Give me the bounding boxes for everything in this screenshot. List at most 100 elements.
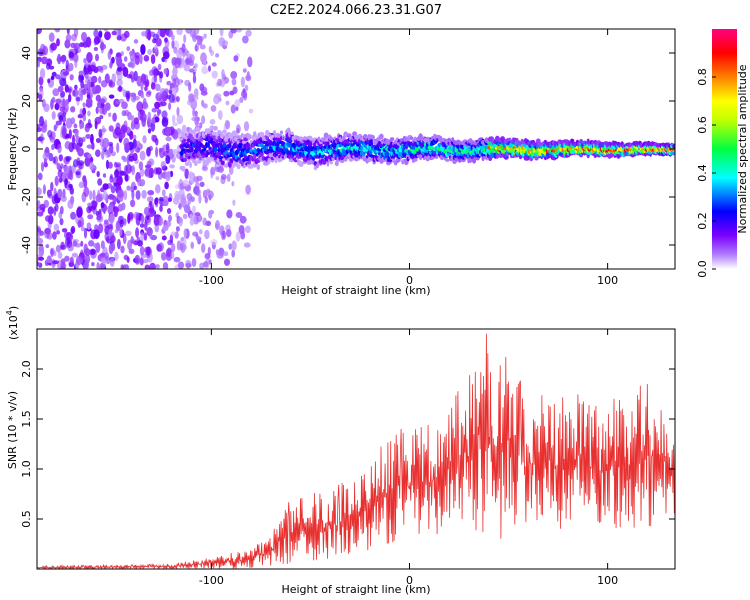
heatmap-noise-cell (41, 56, 48, 65)
heatmap-noise-cell (202, 217, 207, 226)
heatmap-noise-cell (53, 250, 57, 257)
heatmap-noise-cell (45, 244, 50, 249)
heatmap-noise-cell (170, 231, 176, 236)
heatmap-noise-cell (235, 29, 243, 33)
heatmap-noise-cell (99, 115, 104, 120)
heatmap-noise-cell (135, 190, 141, 200)
heatmap-noise-cell (50, 248, 54, 258)
heatmap-noise-cell (172, 114, 176, 124)
heatmap-noise-cell (37, 200, 41, 208)
heatmap-noise-cell (65, 99, 70, 105)
heatmap-noise-cell (145, 91, 152, 98)
heatmap-noise-cell (53, 155, 59, 165)
heatmap-noise-cell (37, 187, 42, 196)
snr-x-axis-title: Height of straight line (km) (281, 583, 430, 596)
heatmap-noise-cell (38, 93, 43, 102)
heatmap-noise-cell (114, 126, 122, 136)
heatmap-noise-cell (206, 188, 211, 193)
heatmap-signal-cell (339, 158, 345, 163)
heatmap-noise-cell (168, 214, 172, 222)
heatmap-noise-cell (132, 134, 137, 140)
snr-x-ticks: -100 0 100 (199, 329, 618, 587)
heatmap-signal-cell (256, 164, 261, 171)
heatmap-noise-cell (203, 61, 207, 66)
heatmap-noise-cell (100, 202, 105, 209)
heatmap-noise-cell (183, 34, 187, 43)
heatmap-noise-cell (59, 244, 67, 250)
heatmap-noise-cell (78, 181, 85, 189)
heatmap-signal-cell (275, 150, 281, 155)
heatmap-noise-cell (197, 238, 202, 245)
heatmap-noise-cell (56, 230, 60, 235)
heatmap-noise-cell (147, 190, 155, 196)
heatmap-noise-cell (174, 193, 182, 201)
heatmap-noise-cell (148, 69, 154, 77)
heatmap-noise-cell (72, 159, 79, 168)
heatmap-noise-cell (50, 181, 54, 192)
heatmap-noise-cell (146, 196, 154, 203)
heatmap-signal-cell (206, 142, 210, 148)
heatmap-noise-cell (107, 161, 113, 169)
heatmap-signal-cell (579, 139, 583, 144)
heatmap-noise-cell (89, 190, 93, 201)
heatmap-signal-cell (248, 163, 254, 169)
heatmap-noise-cell (164, 37, 168, 43)
heatmap-noise-cell (208, 210, 213, 219)
heatmap-noise-cell (178, 202, 182, 210)
heatmap-noise-cell (148, 158, 155, 166)
heatmap-signal-cell (183, 157, 187, 163)
heatmap-noise-cell (98, 76, 102, 84)
heatmap-noise-cell (138, 161, 144, 171)
heatmap-noise-cell (195, 186, 200, 197)
heatmap-noise-cell (93, 47, 98, 51)
heatmap-noise-cell (125, 164, 133, 174)
heatmap-noise-cell (98, 128, 103, 138)
heatmap-noise-cell (187, 199, 192, 206)
heatmap-noise-cell (247, 56, 253, 68)
heatmap-noise-cell (109, 213, 115, 225)
heatmap-noise-cell (122, 66, 129, 77)
heatmap-noise-cell (92, 85, 96, 95)
heatmap-noise-cell (61, 228, 68, 233)
heatmap-noise-cell (159, 147, 165, 159)
heatmap-noise-cell (86, 144, 94, 149)
heatmap-signal-cell (334, 160, 339, 167)
heatmap-noise-cell (242, 35, 249, 44)
heatmap-noise-cell (133, 240, 139, 246)
heatmap-noise-cell (84, 156, 91, 167)
heatmap-noise-cell (245, 184, 251, 195)
heatmap-signal-cell (222, 129, 227, 134)
spectrogram-y-tick-label: -20 (20, 188, 33, 206)
heatmap-noise-cell (130, 199, 136, 208)
heatmap-noise-cell (188, 68, 195, 73)
heatmap-noise-cell (133, 211, 139, 220)
heatmap-noise-cell (202, 261, 209, 268)
snr-y-tick-label: 0.5 (20, 510, 33, 528)
heatmap-noise-cell (224, 258, 230, 266)
heatmap-signal-cell (218, 156, 224, 160)
heatmap-noise-cell (91, 262, 95, 267)
heatmap-noise-cell (161, 189, 166, 197)
heatmap-noise-cell (59, 218, 64, 226)
heatmap-noise-cell (52, 231, 57, 240)
heatmap-noise-cell (111, 56, 115, 64)
heatmap-noise-cell (52, 260, 59, 265)
heatmap-noise-cell (201, 115, 206, 125)
heatmap-noise-cell (37, 211, 44, 217)
spectrogram-y-tick-label: 20 (20, 94, 33, 108)
heatmap-noise-cell (155, 146, 159, 158)
heatmap-noise-cell (121, 202, 126, 211)
heatmap-noise-cell (221, 69, 225, 78)
heatmap-noise-cell (128, 248, 135, 254)
heatmap-noise-cell (37, 127, 42, 132)
heatmap-signal-cell (435, 155, 439, 159)
heatmap-noise-cell (119, 226, 123, 237)
heatmap-noise-cell (190, 241, 194, 249)
heatmap-noise-cell (194, 114, 199, 126)
heatmap-noise-cell (248, 108, 254, 114)
heatmap-noise-cell (112, 112, 117, 122)
heatmap-noise-cell (145, 164, 152, 169)
heatmap-noise-cell (155, 184, 161, 194)
heatmap-noise-cell (42, 152, 50, 161)
heatmap-noise-cell (182, 244, 187, 251)
